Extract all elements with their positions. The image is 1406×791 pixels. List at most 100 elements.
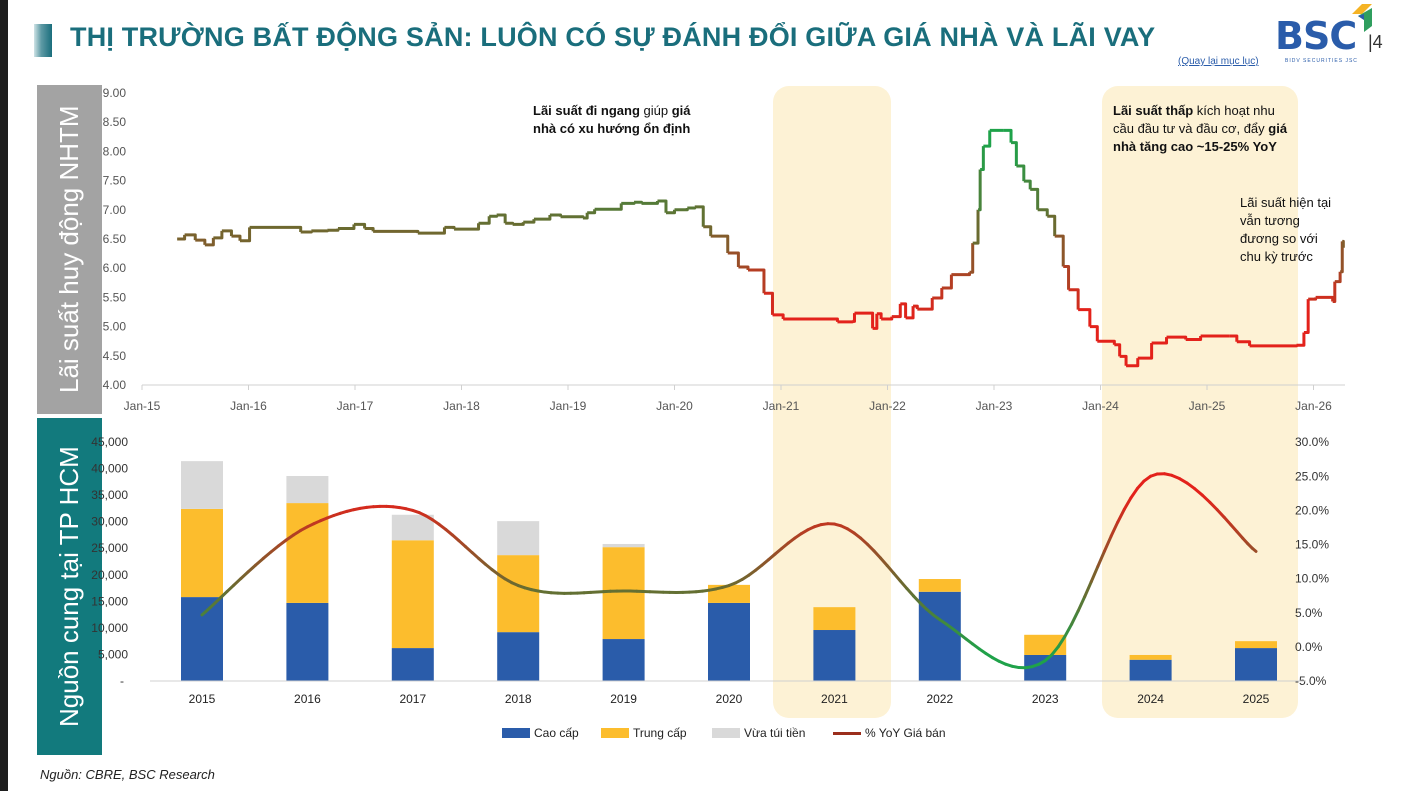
rate-line-segment [641,201,659,205]
bar-trung-cấp-2017 [391,540,434,649]
yoy-price-line-segment [892,571,902,583]
bar-vừa-túi-tiền-2017 [391,514,434,541]
legend-label: Cao cấp [534,726,579,740]
y-tick-label: 25,000 [91,541,128,555]
rate-line-segment [969,243,975,274]
rate-line-segment [621,201,636,205]
rate-line-segment [1334,271,1342,284]
bar-cao-cấp-2020 [708,602,750,681]
yoy-price-line-segment [1122,496,1133,511]
rate-line-segment [1332,281,1337,303]
bar-trung-cấp-2020 [708,584,750,603]
rate-line-segment [876,312,883,320]
rate-line-segment [710,234,730,254]
rate-line-segment [177,234,187,241]
yoy-price-line-segment [269,544,281,554]
rate-line-segment [1249,344,1298,348]
y-tick-label: 35,000 [91,488,128,502]
x-tick-label: Jan-26 [1295,399,1332,413]
y-tick-label: 45,000 [91,435,128,449]
rate-line-segment [311,229,329,233]
x-tick-label: Jan-19 [550,399,587,413]
bar-cao-cấp-2024 [1129,659,1172,681]
yoy-price-line-segment [898,579,909,591]
rate-line-segment [505,221,515,225]
x-tick-label: 2020 [716,692,743,706]
y-tick-label: 7.00 [103,203,127,217]
x-tick-label: 2022 [926,692,953,706]
x-tick-label: Jan-23 [976,399,1013,413]
rate-line-segment [231,234,242,241]
rate-line-segment [1151,337,1169,345]
bsc-logo-flag-icon [1352,4,1372,32]
highlight-band-2024-2025 [1102,86,1298,718]
yoy-price-line-segment [918,601,929,611]
rate-line-segment [703,225,713,237]
legend-item-vua-tui-tien: Vừa túi tiền [712,726,805,740]
rate-line-segment [1078,308,1092,327]
rate-line-segment [1119,354,1128,366]
rate-line-segment [249,225,303,232]
x-tick-label: 2024 [1137,692,1164,706]
legend-swatch [712,728,740,738]
rate-line-segment [1054,234,1065,267]
rate-line-segment [1030,187,1040,210]
rate-line-segment [1340,241,1344,274]
y-tick-label: 6.00 [103,261,127,275]
yoy-price-line-segment [885,563,896,575]
page-number: |4 [1368,32,1383,52]
rate-line-segment [687,206,697,210]
rate-line-segment [1047,214,1057,237]
y-tick-label: 5,000 [98,647,128,661]
yoy-price-line-segment [1076,595,1087,613]
rate-line-segment [941,274,953,290]
y-tick-label: 30,000 [91,515,128,529]
yoy-price-line-segment [1129,486,1139,500]
y-tick-label: 7.50 [103,174,127,188]
bar-trung-cấp-2016 [286,503,329,603]
annotation-text: giúp [639,103,669,118]
annotation-text: giá nhà tăng cao ~15-25% YoY [1113,121,1288,154]
x-tick-label: 2015 [189,692,216,706]
yoy-price-line-segment [911,594,922,605]
x-tick-label: Jan-22 [869,399,906,413]
yoy-price-line-segment [1135,479,1146,490]
rate-line-segment [587,209,597,215]
legend-label: Trung cấp [633,726,687,740]
y-tick-label: 4.00 [103,378,127,392]
x-tick-label: 2018 [505,692,532,706]
rate-line-segment [1011,141,1018,166]
bar-vừa-túi-tiền-2019 [602,543,645,548]
x-tick-label: Jan-18 [443,399,480,413]
rate-line-segment [364,226,375,232]
bar-trung-cấp-2025 [1235,641,1277,649]
x-tick-label: 2019 [610,692,637,706]
y-tick-label: 8.00 [103,144,127,158]
annotation-text: Lãi suất thấp [1113,103,1194,118]
rate-line-segment [373,229,420,234]
rate-line-segment [1037,208,1049,217]
yoy-price-line-segment [1096,549,1106,568]
yoy-price-line-segment [1089,564,1100,584]
yoy-price-line-segment [1083,580,1093,599]
rate-line-segment [594,203,623,211]
bar-cao-cấp-2021 [813,630,856,681]
x-tick-label: 2025 [1243,692,1270,706]
y2-tick-label: 5.0% [1295,606,1323,620]
x-tick-label: Jan-16 [230,399,267,413]
y-tick-label: 5.00 [103,320,127,334]
yoy-price-line-segment [1193,487,1204,497]
rate-line-segment [852,313,856,323]
annotation-flat-rates: Lãi suất đi ngang giúp giá nhà có xu hướ… [533,102,708,138]
rate-line-segment [417,227,446,235]
back-to-contents-link[interactable]: (Quay lại mục lục) [1178,56,1259,67]
yoy-price-line-segment [232,577,243,587]
y-tick-label: 15,000 [91,594,128,608]
rate-line-segment [1341,239,1345,248]
yoy-price-line-segment [1102,534,1113,553]
rate-line-segment [213,230,224,240]
yoy-price-line-segment [905,587,915,598]
rate-line-segment [1023,179,1032,190]
rate-line-segment [1003,128,1013,143]
